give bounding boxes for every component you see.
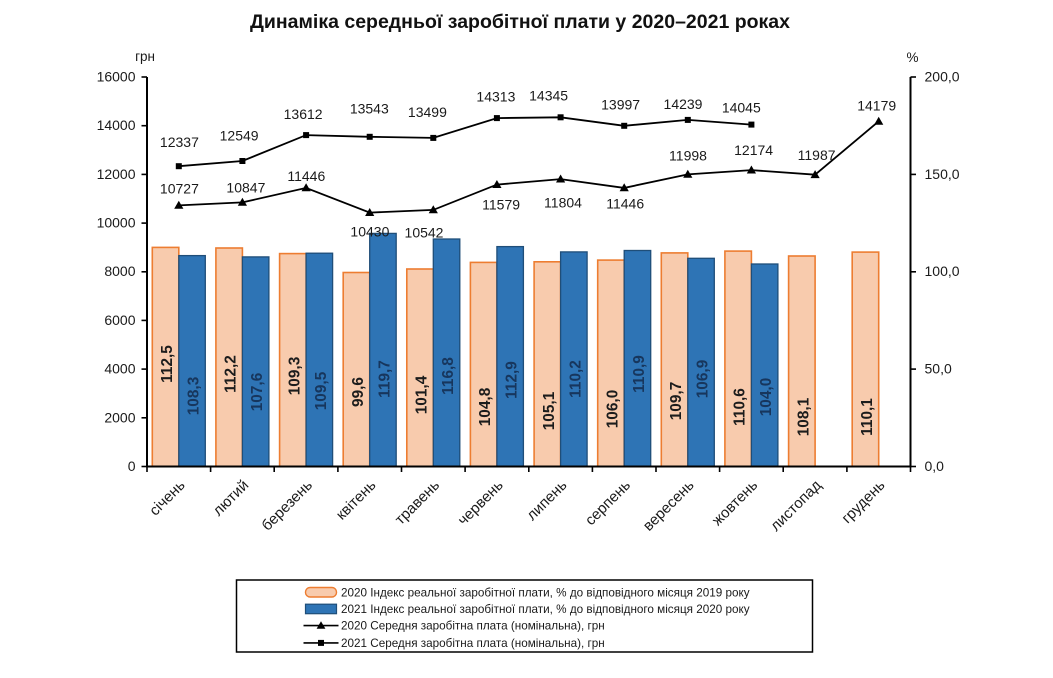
svg-text:109,3: 109,3 — [286, 357, 303, 396]
svg-text:104,0: 104,0 — [758, 378, 775, 417]
svg-text:11446: 11446 — [606, 195, 644, 211]
svg-text:10430: 10430 — [350, 224, 389, 240]
svg-text:99,6: 99,6 — [350, 377, 367, 407]
svg-text:13499: 13499 — [408, 104, 447, 120]
svg-text:108,1: 108,1 — [795, 397, 812, 436]
svg-text:12337: 12337 — [160, 134, 199, 150]
svg-text:12000: 12000 — [97, 166, 136, 182]
svg-text:2021 Середня заробітна плата (: 2021 Середня заробітна плата (номінальна… — [341, 637, 605, 650]
svg-text:2020 Середня заробітна плата (: 2020 Середня заробітна плата (номінальна… — [341, 620, 605, 633]
svg-text:107,6: 107,6 — [249, 373, 266, 412]
svg-text:4000: 4000 — [104, 361, 135, 377]
svg-text:14179: 14179 — [857, 98, 896, 114]
svg-text:11987: 11987 — [798, 147, 836, 163]
svg-text:116,8: 116,8 — [440, 357, 457, 395]
svg-text:2021 Індекс реальної заробітно: 2021 Індекс реальної заробітної плати, %… — [341, 603, 750, 616]
svg-text:11579: 11579 — [482, 196, 520, 212]
svg-text:200,0: 200,0 — [925, 69, 960, 85]
svg-text:150,0: 150,0 — [925, 166, 960, 182]
svg-text:10847: 10847 — [226, 179, 265, 195]
svg-text:14239: 14239 — [664, 96, 703, 112]
svg-text:100,0: 100,0 — [925, 263, 960, 279]
svg-text:11446: 11446 — [287, 168, 325, 184]
svg-text:112,2: 112,2 — [223, 355, 240, 393]
svg-text:110,9: 110,9 — [631, 355, 648, 393]
svg-text:110,1: 110,1 — [859, 398, 876, 436]
svg-text:112,9: 112,9 — [504, 361, 521, 399]
svg-text:14313: 14313 — [476, 89, 515, 105]
svg-text:12549: 12549 — [220, 127, 259, 143]
svg-text:13612: 13612 — [284, 106, 323, 122]
svg-text:119,7: 119,7 — [376, 360, 393, 398]
svg-text:109,5: 109,5 — [313, 371, 330, 410]
svg-text:13997: 13997 — [601, 97, 640, 113]
svg-text:16000: 16000 — [97, 69, 136, 85]
svg-text:%: % — [907, 50, 919, 65]
svg-text:106,0: 106,0 — [604, 390, 621, 429]
svg-text:110,2: 110,2 — [567, 360, 584, 398]
svg-text:10542: 10542 — [405, 225, 444, 241]
svg-text:2000: 2000 — [104, 409, 135, 425]
svg-text:грн: грн — [135, 49, 155, 64]
svg-text:106,9: 106,9 — [695, 360, 712, 399]
svg-text:10727: 10727 — [160, 181, 199, 197]
svg-text:112,5: 112,5 — [159, 345, 176, 383]
svg-text:13543: 13543 — [350, 100, 389, 116]
svg-text:50,0: 50,0 — [925, 361, 952, 377]
svg-text:0,0: 0,0 — [925, 458, 945, 474]
svg-text:2020 Індекс реальної заробітно: 2020 Індекс реальної заробітної плати, %… — [341, 586, 750, 599]
svg-text:14045: 14045 — [722, 99, 761, 115]
svg-text:109,7: 109,7 — [668, 382, 685, 421]
svg-text:10000: 10000 — [97, 215, 136, 231]
svg-text:11804: 11804 — [544, 195, 582, 211]
svg-text:14345: 14345 — [529, 88, 568, 104]
svg-text:105,1: 105,1 — [541, 391, 558, 430]
svg-text:12174: 12174 — [734, 142, 773, 158]
svg-text:14000: 14000 — [97, 117, 136, 133]
svg-text:108,3: 108,3 — [186, 377, 203, 416]
svg-text:101,4: 101,4 — [414, 375, 431, 414]
svg-text:6000: 6000 — [104, 312, 135, 328]
svg-text:11998: 11998 — [669, 148, 707, 164]
svg-text:110,6: 110,6 — [732, 388, 749, 426]
svg-text:8000: 8000 — [104, 263, 135, 279]
svg-text:104,8: 104,8 — [477, 387, 494, 426]
svg-text:0: 0 — [128, 458, 136, 474]
